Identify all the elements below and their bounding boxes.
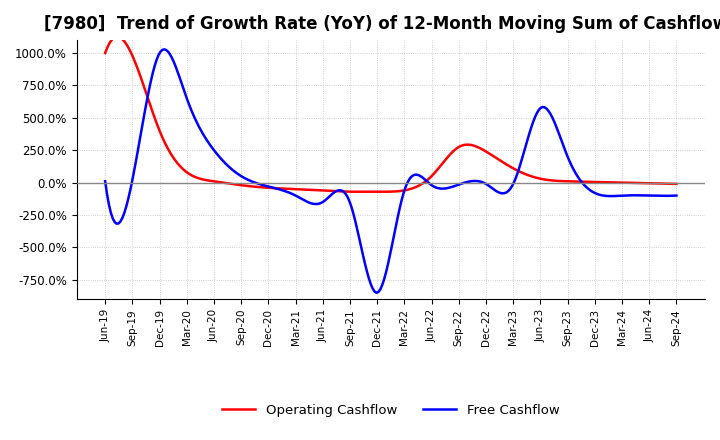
Operating Cashflow: [443, 155, 451, 161]
Operating Cashflow: [672, 181, 680, 187]
Free Cashflow: [623, 193, 631, 198]
Operating Cashflow: [355, 189, 364, 194]
Operating Cashflow: [586, 179, 595, 184]
Free Cashflow: [454, 182, 463, 187]
Free Cashflow: [160, 47, 168, 52]
Operating Cashflow: [623, 180, 631, 185]
Operating Cashflow: [454, 144, 463, 150]
Free Cashflow: [586, 188, 595, 193]
Operating Cashflow: [103, 45, 112, 51]
Free Cashflow: [372, 290, 381, 295]
Title: [7980]  Trend of Growth Rate (YoY) of 12-Month Moving Sum of Cashflows: [7980] Trend of Growth Rate (YoY) of 12-…: [44, 15, 720, 33]
Free Cashflow: [445, 185, 454, 191]
Operating Cashflow: [112, 34, 121, 40]
Free Cashflow: [103, 192, 112, 197]
Free Cashflow: [443, 186, 451, 191]
Free Cashflow: [101, 179, 109, 184]
Legend: Operating Cashflow, Free Cashflow: Operating Cashflow, Free Cashflow: [217, 399, 565, 422]
Line: Free Cashflow: Free Cashflow: [105, 49, 676, 293]
Line: Operating Cashflow: Operating Cashflow: [105, 37, 676, 192]
Free Cashflow: [672, 193, 680, 198]
Operating Cashflow: [101, 51, 109, 56]
Operating Cashflow: [445, 153, 454, 158]
